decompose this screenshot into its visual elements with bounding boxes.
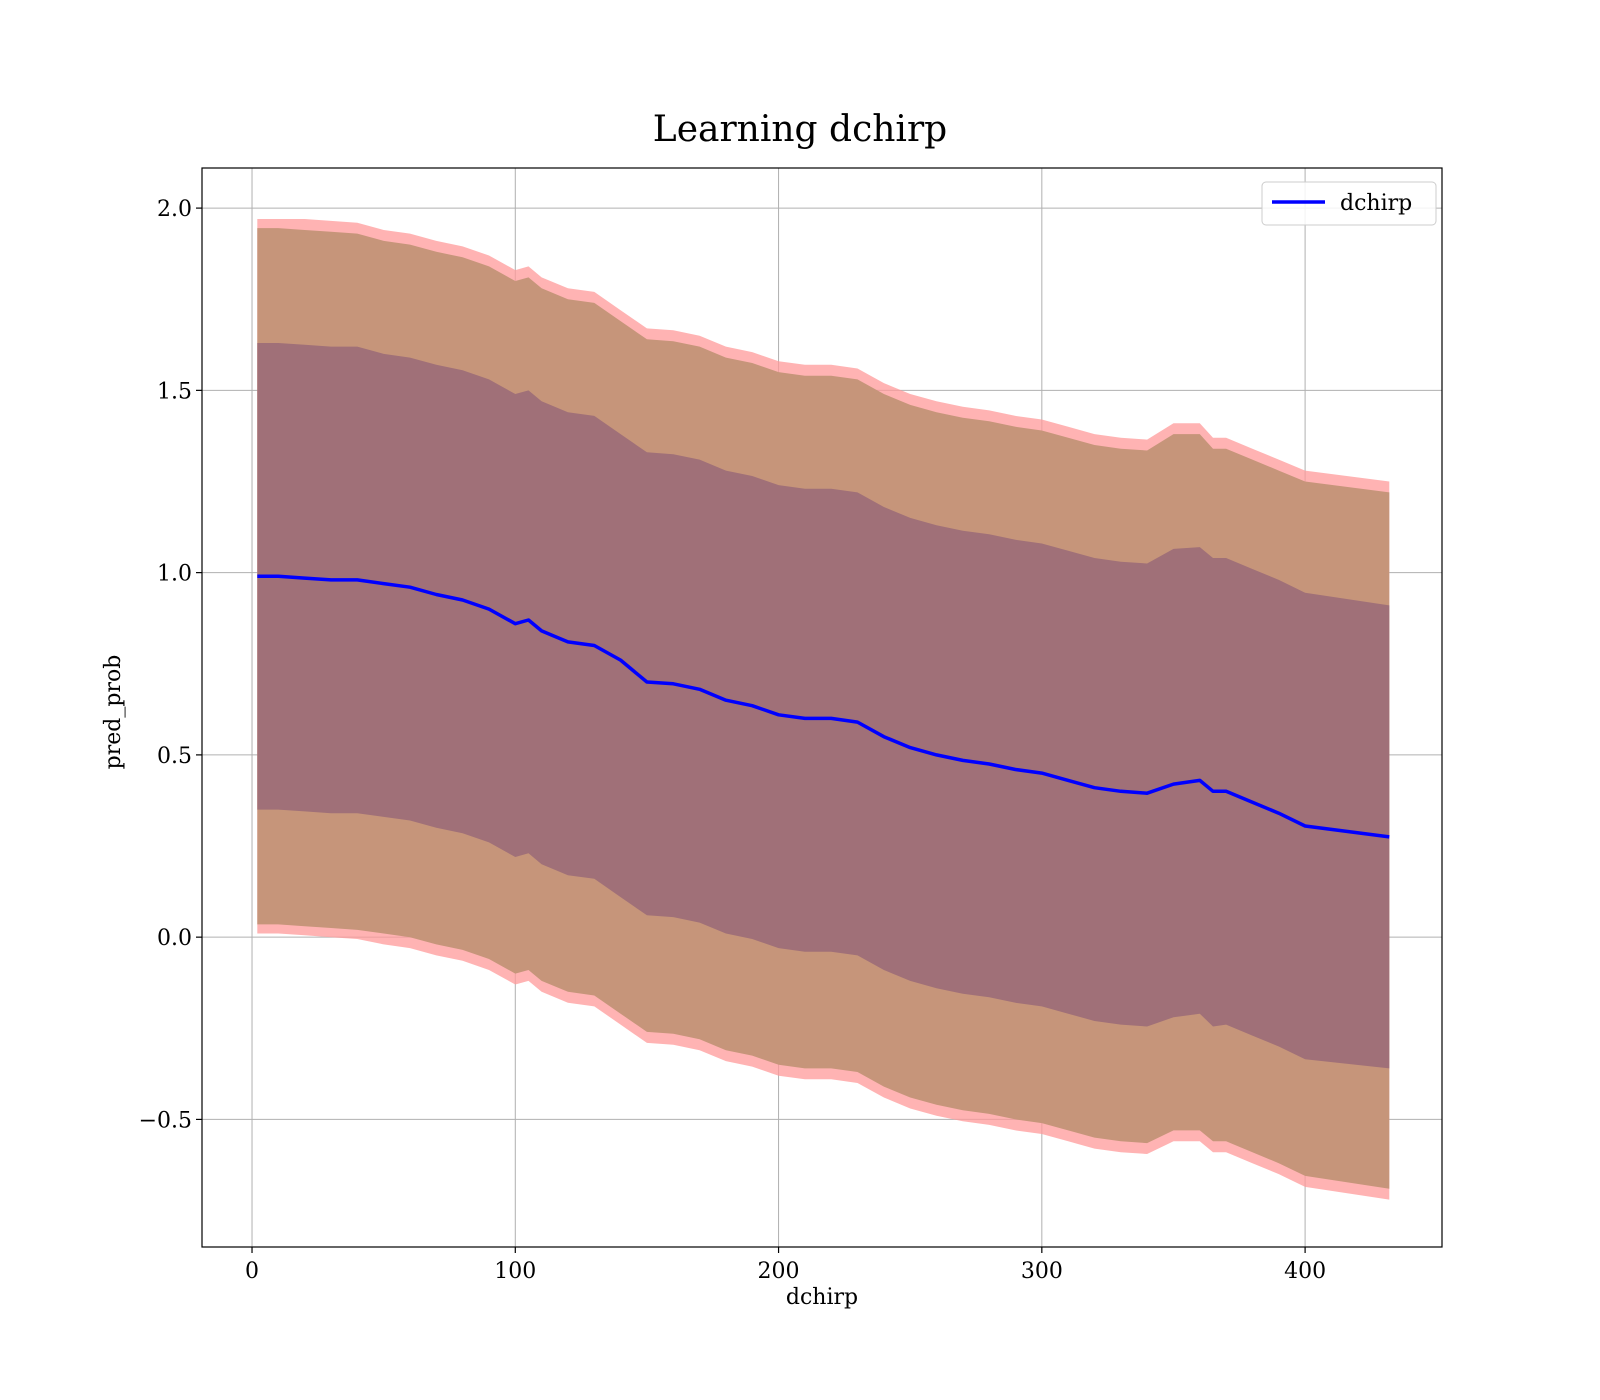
inner-band: [257, 343, 1390, 1069]
y-tick-label-0: −0.5: [139, 1108, 192, 1133]
y-tick-label-5: 2.0: [157, 197, 192, 222]
chart-title: Learning dchirp: [653, 109, 947, 150]
x-tick-label-3: 300: [1021, 1259, 1063, 1284]
legend-label-dchirp: dchirp: [1340, 191, 1412, 216]
y-tick-label-3: 1.0: [157, 562, 192, 587]
legend-frame: [1261, 181, 1437, 226]
plot-frame: [201, 167, 1443, 1248]
x-tick-label-1: 100: [494, 1259, 536, 1284]
y-tick-label-1: 0.0: [157, 926, 192, 951]
legend: dchirp: [1261, 181, 1437, 226]
y-axis-label: pred_prob: [101, 655, 126, 770]
y-tick-label-4: 1.5: [157, 379, 192, 404]
y-tick-label-2: 0.5: [157, 744, 192, 769]
y-axis-ticks: −0.5 0.0 0.5 1.0 1.5 2.0: [139, 197, 202, 1133]
x-tick-label-2: 200: [758, 1259, 800, 1284]
x-axis-ticks: 0 100 200 300 400: [245, 1247, 1326, 1284]
x-tick-label-0: 0: [245, 1259, 259, 1284]
x-axis-label: dchirp: [786, 1285, 858, 1310]
bands: [257, 219, 1390, 1200]
x-tick-label-4: 400: [1284, 1259, 1326, 1284]
series-line-dchirp: [257, 574, 1390, 839]
